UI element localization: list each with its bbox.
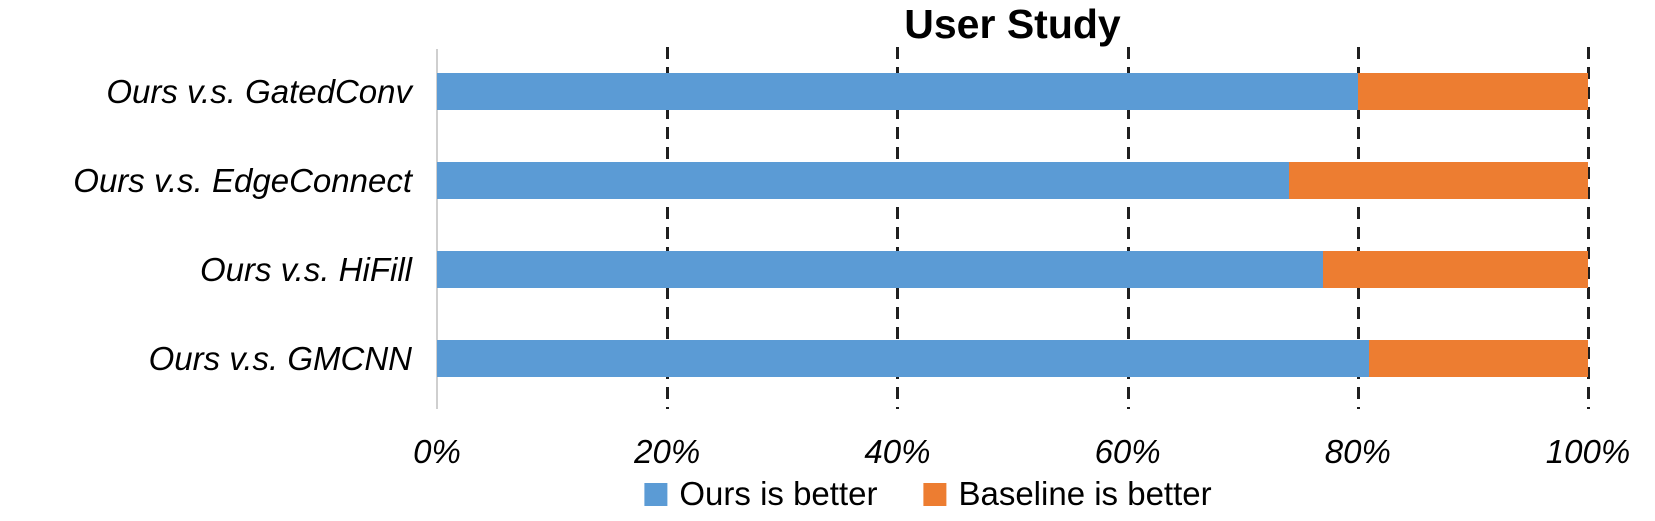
gridline-40% bbox=[896, 47, 900, 409]
category-label: Ours v.s. GMCNN bbox=[148, 339, 412, 377]
bar-segment-baseline bbox=[1357, 73, 1588, 110]
bar-row bbox=[437, 314, 1588, 403]
bar-row bbox=[437, 225, 1588, 314]
bar-segment-ours bbox=[437, 340, 1370, 377]
legend-swatch-ours bbox=[644, 482, 668, 506]
bar-row bbox=[437, 47, 1588, 136]
bar-segment-baseline bbox=[1288, 162, 1588, 199]
x-tick-label: 100% bbox=[1545, 433, 1631, 470]
x-tick-label: 80% bbox=[1324, 433, 1391, 470]
x-axis: 0% 20% 40% 60% 80% 100% bbox=[413, 433, 1630, 473]
legend-item: Ours is better bbox=[644, 475, 877, 513]
legend-item: Baseline is better bbox=[923, 475, 1212, 513]
gridline-80% bbox=[1356, 47, 1360, 409]
x-tick-label: 60% bbox=[1094, 433, 1161, 470]
bar-segment-baseline bbox=[1369, 340, 1588, 377]
bar-segment-ours bbox=[437, 73, 1358, 110]
chart-title: User Study bbox=[904, 1, 1121, 47]
category-label: Ours v.s. GatedConv bbox=[106, 72, 412, 110]
gridline-20% bbox=[666, 47, 670, 409]
bar-row bbox=[437, 136, 1588, 225]
plot-area bbox=[436, 47, 1590, 409]
category-label: Ours v.s. HiFill bbox=[199, 250, 412, 288]
legend: Ours is better Baseline is better bbox=[644, 475, 1212, 513]
x-tick-label: 20% bbox=[634, 433, 701, 470]
legend-swatch-baseline bbox=[923, 482, 947, 506]
category-label: Ours v.s. EdgeConnect bbox=[73, 161, 412, 199]
legend-label: Baseline is better bbox=[958, 475, 1212, 512]
x-tick-label: 40% bbox=[864, 433, 931, 470]
x-tick-label: 0% bbox=[413, 433, 461, 470]
gridline-60% bbox=[1126, 47, 1130, 409]
bar-segment-ours bbox=[437, 162, 1289, 199]
bar-segment-ours bbox=[437, 251, 1324, 288]
gridline-100% bbox=[1587, 47, 1590, 409]
legend-label: Ours is better bbox=[679, 475, 878, 512]
y-axis-line bbox=[436, 49, 438, 409]
category-axis: Ours v.s. GatedConv Ours v.s. EdgeConnect… bbox=[0, 47, 412, 403]
bar-segment-baseline bbox=[1323, 251, 1588, 288]
